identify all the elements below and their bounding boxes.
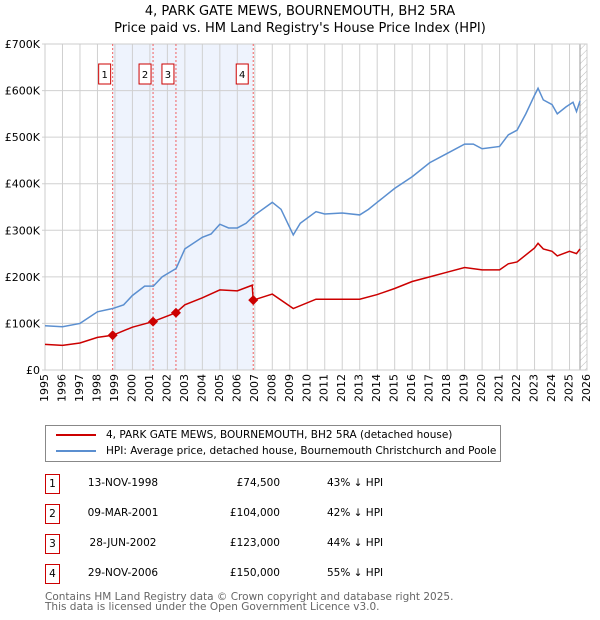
sale-date: 09-MAR-2001	[87, 507, 159, 519]
y-tick-label: £700K	[5, 38, 41, 51]
sale-price: £104,000	[229, 507, 280, 519]
sale-date: 29-NOV-2006	[87, 567, 159, 579]
sale-row: 1 13-NOV-1998 £74,500 43% ↓ HPI	[45, 474, 495, 494]
x-tick-label: 2011	[318, 374, 331, 402]
sale-row: 3 28-JUN-2002 £123,000 44% ↓ HPI	[45, 534, 495, 554]
sale-label: 2	[142, 70, 148, 81]
legend-swatch-blue	[56, 450, 96, 452]
x-tick-label: 1998	[90, 374, 103, 402]
x-tick-label: 2020	[475, 374, 488, 402]
sale-point-2	[148, 316, 159, 327]
x-tick-label: 2023	[528, 374, 541, 402]
legend-swatch-red	[56, 434, 96, 436]
sale-hpi-diff: 44% ↓ HPI	[327, 537, 384, 549]
y-tick-label: £600K	[5, 85, 41, 98]
x-tick-label: 1999	[108, 374, 121, 402]
legend: 4, PARK GATE MEWS, BOURNEMOUTH, BH2 5RA …	[45, 425, 501, 462]
x-tick-label: 2024	[545, 374, 558, 402]
x-tick-label: 2004	[195, 374, 208, 402]
hpi-line	[44, 86, 581, 328]
y-tick-label: £0	[26, 364, 40, 377]
x-tick-label: 1995	[38, 374, 51, 402]
sale-hpi-diff: 42% ↓ HPI	[327, 507, 384, 519]
x-tick-label: 2003	[178, 374, 191, 402]
sale-label-box	[98, 63, 112, 85]
sale-label-box	[235, 63, 249, 85]
y-tick-label: £200K	[5, 271, 41, 284]
x-tick-label: 2018	[440, 374, 453, 402]
x-tick-label: 2025	[563, 374, 576, 402]
sale-point-3	[170, 307, 181, 318]
footer-line: This data is licensed under the Open Gov…	[45, 601, 380, 613]
x-tick-label: 2015	[388, 374, 401, 402]
sale-row: 4 29-NOV-2006 £150,000 55% ↓ HPI	[45, 564, 495, 584]
y-tick-label: £500K	[5, 131, 41, 144]
x-tick-label: 2007	[248, 374, 261, 402]
sale-number: 1	[45, 474, 60, 494]
footer: Contains HM Land Registry data © Crown c…	[45, 591, 454, 613]
y-tick-label: £400K	[5, 178, 41, 191]
sale-hpi-diff: 43% ↓ HPI	[327, 477, 384, 489]
line-chart: 1995 1996 1997 1998 1999 2000 2001 2002 2003 2004…	[5, 38, 593, 402]
sale-price: £150,000	[229, 567, 280, 579]
x-tick-label: 2021	[493, 374, 506, 402]
sale-hpi-diff: 55% ↓ HPI	[327, 567, 384, 579]
x-tick-label: 2012	[335, 374, 348, 402]
sale-label-box	[138, 63, 152, 85]
sale-label-box	[161, 63, 175, 85]
sale-number: 2	[45, 504, 60, 524]
sale-date: 28-JUN-2002	[89, 537, 157, 549]
sale-label: 4	[239, 70, 245, 81]
x-tick-label: 2017	[423, 374, 436, 402]
sale-point-1	[107, 330, 118, 341]
sale-number: 4	[45, 564, 60, 584]
x-tick-label: 2008	[265, 374, 278, 402]
x-tick-label: 1997	[73, 374, 86, 402]
x-tick-label: 2001	[143, 374, 156, 402]
y-tick-label: £300K	[5, 224, 41, 237]
plot-frame	[44, 43, 588, 371]
chart-title: 4, PARK GATE MEWS, BOURNEMOUTH, BH2 5RA	[144, 4, 456, 19]
sale-price: £74,500	[236, 477, 280, 489]
shaded-period	[112, 44, 254, 370]
x-tick-label: 2006	[230, 374, 243, 402]
footer-line: Contains HM Land Registry data © Crown c…	[45, 591, 454, 603]
sale-date: 13-NOV-1998	[87, 477, 159, 489]
chart-subtitle: Price paid vs. HM Land Registry's House …	[114, 21, 486, 36]
x-tick-label: 2014	[370, 374, 383, 402]
legend-label: 4, PARK GATE MEWS, BOURNEMOUTH, BH2 5RA …	[106, 429, 453, 441]
x-tick-label: 2022	[510, 374, 523, 402]
x-tick-label: 1996	[55, 374, 68, 402]
sale-price: £123,000	[229, 537, 280, 549]
sale-number: 3	[45, 534, 60, 554]
x-tick-label: 2010	[300, 374, 313, 402]
legend-item-property: 4, PARK GATE MEWS, BOURNEMOUTH, BH2 5RA …	[56, 429, 452, 441]
x-tick-label: 2026	[580, 374, 593, 402]
y-tick-label: £100K	[5, 317, 41, 330]
x-tick-label: 2000	[125, 374, 138, 402]
x-tick-label: 2013	[353, 374, 366, 402]
x-tick-label: 2009	[283, 374, 296, 402]
x-tick-label: 2002	[160, 374, 173, 402]
sale-point-4	[248, 295, 259, 306]
forecast-hatch	[580, 44, 587, 370]
legend-item-hpi: HPI: Average price, detached house, Bour…	[56, 445, 496, 457]
sale-label: 1	[101, 70, 107, 81]
sale-label: 3	[165, 70, 171, 81]
legend-label: HPI: Average price, detached house, Bour…	[106, 445, 497, 457]
x-tick-label: 2005	[213, 374, 226, 402]
x-tick-label: 2016	[405, 374, 418, 402]
sale-row: 2 09-MAR-2001 £104,000 42% ↓ HPI	[45, 504, 495, 524]
x-tick-label: 2019	[458, 374, 471, 402]
